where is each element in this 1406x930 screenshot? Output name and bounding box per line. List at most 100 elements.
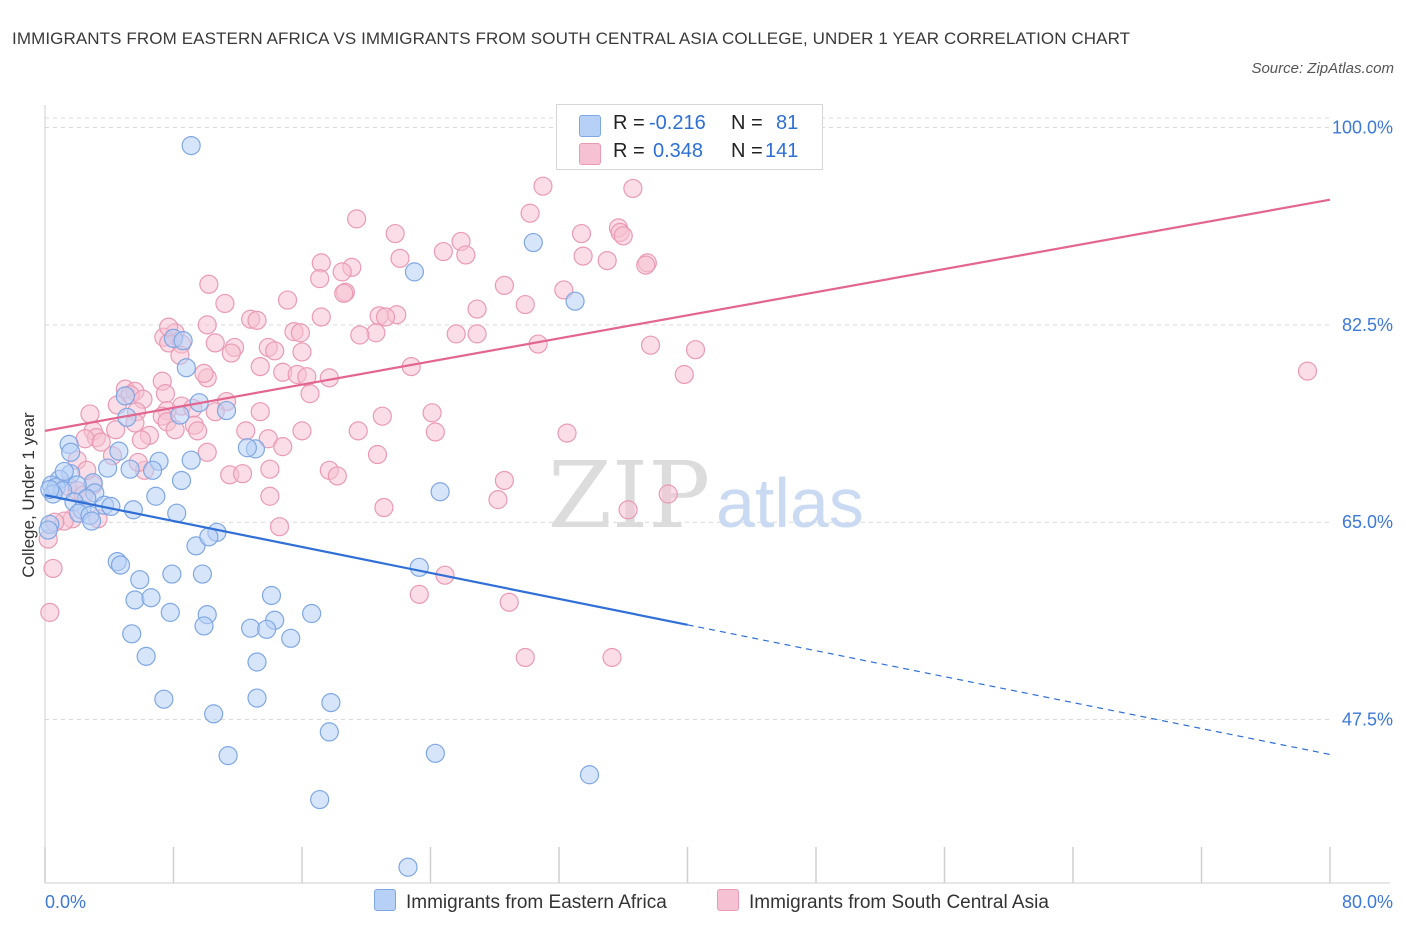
points-layer <box>38 135 1318 877</box>
series-legend-eastern-africa: Immigrants from Eastern Africa <box>374 889 667 914</box>
point-south-central-asia <box>467 299 487 319</box>
point-south-central-asia <box>636 255 656 275</box>
y-axis-title: College, Under 1 year <box>19 412 38 578</box>
point-south-central-asia <box>187 421 208 441</box>
point-south-central-asia <box>250 356 270 377</box>
point-south-central-asia <box>197 315 217 335</box>
point-south-central-asia <box>277 290 298 310</box>
y-tick-label: 47.5% <box>1342 710 1393 730</box>
point-south-central-asia <box>332 262 352 282</box>
point-south-central-asia <box>232 464 253 484</box>
point-eastern-africa <box>160 602 180 622</box>
point-eastern-africa <box>154 689 174 709</box>
point-eastern-africa <box>237 438 257 458</box>
legend-swatch-pink <box>579 143 601 165</box>
point-eastern-africa <box>310 789 330 810</box>
point-eastern-africa <box>430 482 450 502</box>
point-south-central-asia <box>347 209 367 229</box>
point-south-central-asia <box>494 275 514 296</box>
point-south-central-asia <box>292 421 312 441</box>
point-eastern-africa <box>122 624 142 644</box>
point-eastern-africa <box>302 603 322 624</box>
point-south-central-asia <box>613 226 633 246</box>
point-eastern-africa <box>409 557 429 577</box>
point-south-central-asia <box>131 430 151 450</box>
point-eastern-africa <box>192 564 213 584</box>
point-eastern-africa <box>176 358 196 378</box>
point-eastern-africa <box>404 262 425 282</box>
legend-n-label: N = <box>731 112 763 134</box>
point-south-central-asia <box>327 466 347 486</box>
point-eastern-africa <box>115 386 135 406</box>
point-south-central-asia <box>199 274 219 294</box>
series-swatch-pink <box>717 889 739 911</box>
y-tick-label: 100.0% <box>1332 118 1393 138</box>
point-eastern-africa <box>321 692 341 713</box>
point-eastern-africa <box>171 470 192 491</box>
series-name-eastern-africa: Immigrants from Eastern Africa <box>406 892 667 913</box>
axis-layer <box>44 105 1390 884</box>
y-tick-label: 82.5% <box>1342 315 1393 335</box>
point-eastern-africa <box>181 450 201 470</box>
grid-layer <box>45 117 1330 721</box>
point-south-central-asia <box>348 421 368 441</box>
trend-layer <box>44 198 1331 756</box>
legend-n-label: N = <box>731 140 763 162</box>
series-name-south-central-asia: Immigrants from South Central Asia <box>749 892 1049 913</box>
point-eastern-africa <box>40 479 60 500</box>
x-tick-label: 0.0% <box>45 892 86 912</box>
point-south-central-asia <box>385 223 405 244</box>
point-south-central-asia <box>571 223 592 244</box>
point-south-central-asia <box>300 384 320 404</box>
point-south-central-asia <box>658 484 678 504</box>
point-south-central-asia <box>221 343 241 363</box>
point-south-central-asia <box>260 486 280 506</box>
point-eastern-africa <box>523 232 543 253</box>
point-south-central-asia <box>310 269 330 289</box>
point-eastern-africa <box>204 704 224 724</box>
point-south-central-asia <box>366 323 386 343</box>
point-south-central-asia <box>260 459 280 479</box>
legend-r-value: -0.216 <box>649 112 706 134</box>
point-eastern-africa <box>281 628 301 648</box>
tick-labels-layer: 100.0% 82.5% 65.0% 47.5% 0.0% 80.0% <box>45 118 1393 912</box>
point-eastern-africa <box>181 135 201 156</box>
legend-box: R = -0.216 N = 81 R = 0.348 N = 141 <box>556 104 823 170</box>
point-eastern-africa <box>141 588 161 608</box>
point-south-central-asia <box>372 406 392 426</box>
point-south-central-asia <box>533 176 553 196</box>
point-eastern-africa <box>247 652 267 672</box>
point-eastern-africa <box>261 585 282 606</box>
point-south-central-asia <box>265 341 285 361</box>
point-south-central-asia <box>91 432 111 452</box>
point-south-central-asia <box>350 325 370 345</box>
point-eastern-africa <box>398 857 418 877</box>
legend-r-label: R = <box>613 112 645 134</box>
legend-r-label: R = <box>613 140 645 162</box>
point-south-central-asia <box>623 178 643 199</box>
point-eastern-africa <box>425 743 445 763</box>
source-label: Source: ZipAtlas.com <box>1251 60 1394 77</box>
point-eastern-africa <box>241 618 261 638</box>
point-south-central-asia <box>557 423 577 443</box>
point-eastern-africa <box>81 511 102 531</box>
point-eastern-africa <box>257 619 277 639</box>
point-south-central-asia <box>520 203 540 223</box>
point-eastern-africa <box>98 458 118 478</box>
point-eastern-africa <box>146 486 166 506</box>
watermark-zip: ZIP <box>548 442 710 549</box>
point-eastern-africa <box>319 722 339 742</box>
point-south-central-asia <box>515 294 535 315</box>
y-tick-label: 65.0% <box>1342 512 1393 532</box>
point-south-central-asia <box>273 437 293 457</box>
watermark-atlas: atlas <box>716 464 864 542</box>
series-legend-south-central-asia: Immigrants from South Central Asia <box>717 889 1049 914</box>
point-south-central-asia <box>311 307 331 327</box>
point-eastern-africa <box>173 331 193 351</box>
point-eastern-africa <box>218 745 238 766</box>
point-south-central-asia <box>155 384 176 404</box>
point-eastern-africa <box>216 400 237 421</box>
point-eastern-africa <box>130 570 150 590</box>
legend-swatch-blue <box>579 115 601 137</box>
